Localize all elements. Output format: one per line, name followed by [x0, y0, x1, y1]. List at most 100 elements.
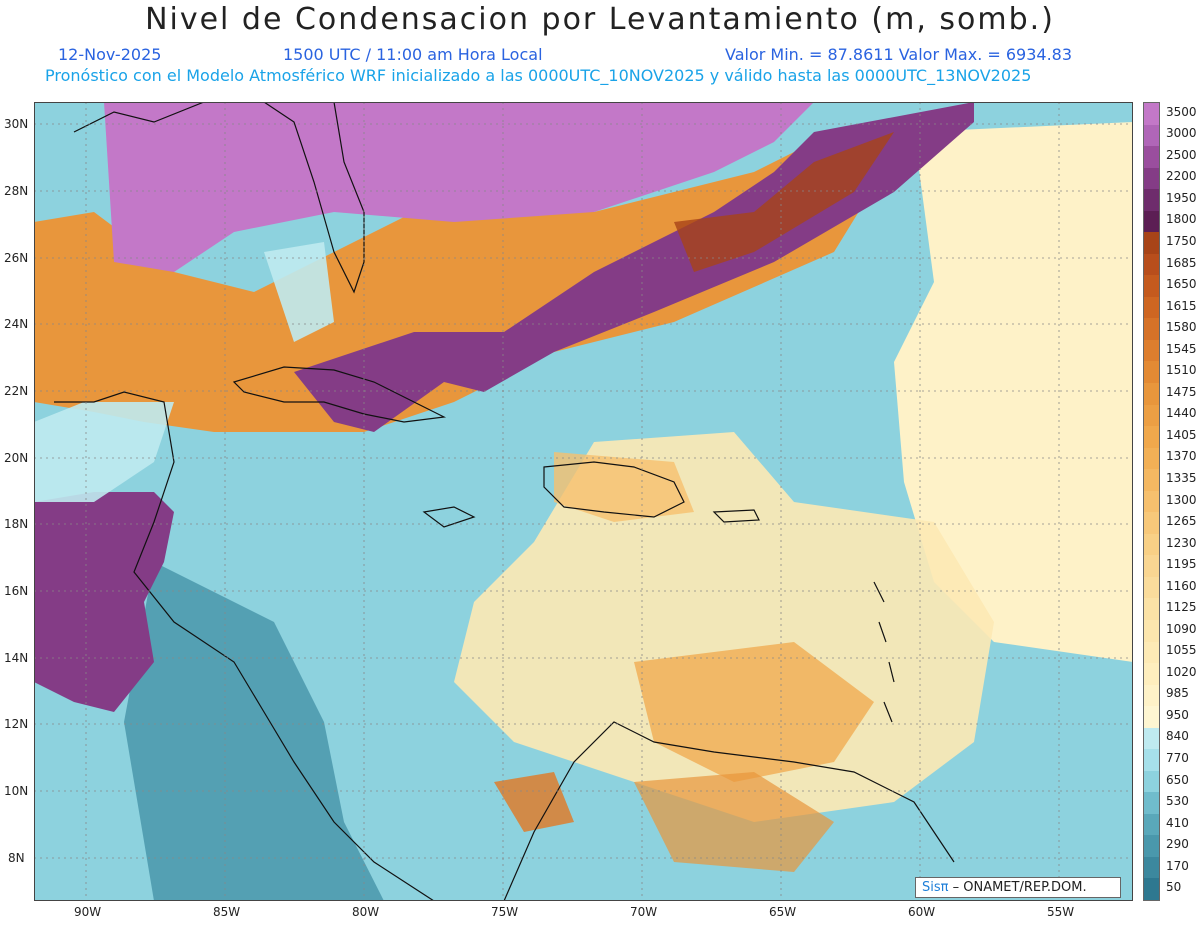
colorbar-segment	[1144, 167, 1159, 190]
map-canvas	[34, 102, 1133, 901]
colorbar-segment	[1144, 447, 1159, 470]
colorbar-segment	[1144, 469, 1159, 492]
colorbar-label: 1475	[1166, 384, 1197, 399]
colorbar-segment	[1144, 253, 1159, 276]
colorbar-label: 410	[1166, 815, 1189, 830]
colorbar-label: 2500	[1166, 147, 1197, 162]
colorbar-label: 3500	[1166, 104, 1197, 119]
lon-label: 75W	[491, 905, 519, 919]
colorbar-segment	[1144, 663, 1159, 686]
graticule	[34, 102, 1133, 901]
lat-label: 10N	[4, 784, 29, 798]
colorbar-label: 1125	[1166, 600, 1197, 615]
colorbar-segment	[1144, 533, 1159, 556]
colorbar-label: 840	[1166, 729, 1189, 744]
lon-label: 85W	[213, 905, 241, 919]
colorbar-segment	[1144, 189, 1159, 212]
lon-label: 55W	[1047, 905, 1075, 919]
colorbar-segment	[1144, 275, 1159, 298]
south-america-coast	[503, 721, 955, 901]
central-america-teal-field	[124, 562, 384, 901]
central-america-coast	[54, 391, 435, 901]
forecast-date: 12-Nov-2025	[58, 45, 162, 64]
hispaniola-coast	[543, 461, 685, 518]
colorbar-label: 1335	[1166, 470, 1197, 485]
gulf-orange-band	[34, 122, 914, 432]
colorbar-label: 1020	[1166, 664, 1197, 679]
colorbar-label: 950	[1166, 707, 1189, 722]
model-info: Pronóstico con el Modelo Atmosférico WRF…	[45, 66, 1032, 85]
lon-label: 65W	[769, 905, 797, 919]
map-frame	[34, 102, 1133, 901]
colorbar-segment	[1144, 124, 1159, 147]
colorbar-segment	[1144, 598, 1159, 621]
lon-label: 70W	[630, 905, 658, 919]
colorbar-segment	[1144, 232, 1159, 255]
colorbar-label: 1265	[1166, 514, 1197, 529]
colombia-orange-patch	[494, 772, 574, 832]
colorbar-label: 1615	[1166, 298, 1197, 313]
central-america-purple	[34, 492, 174, 712]
colorbar	[1143, 102, 1160, 901]
colorbar-label: 1090	[1166, 621, 1197, 636]
colorbar-segment	[1144, 878, 1159, 901]
colorbar-label: 3000	[1166, 126, 1197, 141]
colorbar-segment	[1144, 318, 1159, 341]
colorbar-label: 1195	[1166, 557, 1197, 572]
yucatan-cyan	[34, 402, 174, 502]
colorbar-segment	[1144, 146, 1159, 169]
colorbar-segment	[1144, 361, 1159, 384]
colorbar-segment	[1144, 792, 1159, 815]
jamaica-coast	[422, 506, 476, 528]
colorbar-label: 1800	[1166, 212, 1197, 227]
lat-label: 26N	[4, 251, 29, 265]
colorbar-label: 170	[1166, 858, 1189, 873]
colorbar-label: 1510	[1166, 363, 1197, 378]
east-yellow-field	[894, 122, 1133, 662]
puerto-rico-coast	[712, 509, 760, 523]
colorbar-segment	[1144, 706, 1159, 729]
colorbar-segment	[1144, 555, 1159, 578]
colorbar-label: 1160	[1166, 578, 1197, 593]
colorbar-label: 1545	[1166, 341, 1197, 356]
lat-label: 16N	[4, 584, 29, 598]
lat-label: 20N	[4, 451, 29, 465]
lat-label: 8N	[8, 851, 25, 865]
colorbar-label: 2200	[1166, 169, 1197, 184]
colorbar-segment	[1144, 426, 1159, 449]
colorbar-label: 1650	[1166, 277, 1197, 292]
lat-label: 22N	[4, 384, 29, 398]
credit-org: – ONAMET/REP.DOM.	[952, 880, 1087, 895]
colorbar-label: 1370	[1166, 449, 1197, 464]
colorbar-segment	[1144, 770, 1159, 793]
colorbar-segment	[1144, 749, 1159, 772]
colorbar-label: 50	[1166, 880, 1182, 895]
colorbar-segment	[1144, 813, 1159, 836]
credit-sis: Sis	[922, 880, 941, 895]
colorbar-label: 1300	[1166, 492, 1197, 507]
cuba-coast	[232, 366, 447, 423]
hispaniola-orange-patch	[554, 452, 694, 522]
lon-label: 90W	[74, 905, 102, 919]
colorbar-segment	[1144, 383, 1159, 406]
north-lilac-field	[104, 102, 814, 272]
lesser-antilles	[873, 581, 895, 723]
coastlines	[54, 102, 955, 901]
south-orange-patch	[634, 772, 834, 872]
lat-label: 12N	[4, 717, 29, 731]
lat-label: 30N	[4, 117, 29, 131]
colorbar-label: 1750	[1166, 234, 1197, 248]
colorbar-label: 1440	[1166, 406, 1197, 421]
colorbar-label: 530	[1166, 794, 1189, 809]
lat-label: 28N	[4, 184, 29, 198]
map-title: Nivel de Condensacion por Levantamiento …	[145, 2, 1055, 37]
colorbar-label: 1685	[1166, 255, 1197, 270]
colorbar-label: 1055	[1166, 643, 1197, 658]
colorbar-segment	[1144, 576, 1159, 599]
colorbar-segment	[1144, 404, 1159, 427]
florida-coast	[73, 102, 365, 294]
colorbar-segment	[1144, 641, 1159, 664]
colorbar-segment	[1144, 684, 1159, 707]
colorbar-label: 1950	[1166, 190, 1197, 205]
lon-label: 60W	[908, 905, 936, 919]
